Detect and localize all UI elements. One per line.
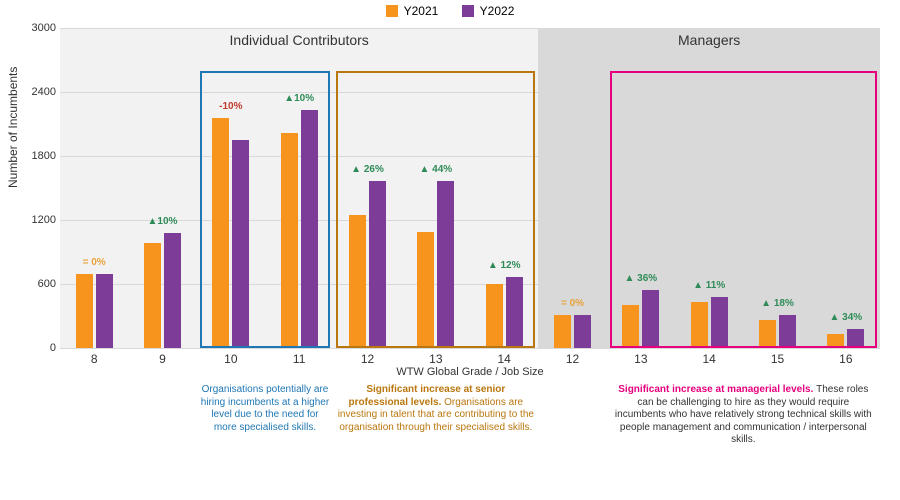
bar-y2022 [96, 274, 113, 348]
annotation-body: Organisations potentially are hiring inc… [201, 384, 329, 433]
bar-y2022 [574, 315, 591, 348]
category-group: 9▲10% [128, 28, 196, 348]
legend-swatch-y2021 [386, 5, 398, 17]
gridline [60, 348, 880, 349]
annotation-text: Significant increase at senior professio… [337, 384, 534, 434]
delta-label: = 0% [538, 298, 606, 309]
bar-y2021 [554, 315, 571, 348]
legend-swatch-y2022 [462, 5, 474, 17]
x-tick-label: 14 [470, 352, 538, 366]
delta-label: ▲10% [128, 216, 196, 227]
y-axis: 06001200180024003000 [0, 28, 60, 348]
legend-label-y2022: Y2022 [480, 4, 515, 18]
annotation-text: Organisations potentially are hiring inc… [201, 384, 330, 434]
x-tick-label: 16 [812, 352, 880, 366]
x-axis-title: WTW Global Grade / Job Size [60, 366, 880, 378]
category-group: 8= 0% [60, 28, 128, 348]
annotation-title: Significant increase at managerial level… [618, 384, 816, 395]
annotation-text: Significant increase at managerial level… [611, 384, 876, 447]
annotation-box [336, 71, 535, 348]
annotation-box [200, 71, 331, 348]
bar-y2022 [164, 233, 181, 348]
x-tick-label: 14 [675, 352, 743, 366]
y-tick-label: 1200 [32, 214, 56, 226]
legend-item-y2021: Y2021 [386, 4, 439, 18]
bar-y2021 [76, 274, 93, 348]
y-tick-label: 3000 [32, 22, 56, 34]
category-group: 12= 0% [538, 28, 606, 348]
legend-label-y2021: Y2021 [404, 4, 439, 18]
y-tick-label: 2400 [32, 86, 56, 98]
bar-y2021 [144, 243, 161, 348]
chart-container: Y2021 Y2022 Number of Incumbents 0600120… [0, 0, 900, 500]
x-tick-label: 12 [538, 352, 606, 366]
legend: Y2021 Y2022 [0, 4, 900, 20]
legend-item-y2022: Y2022 [462, 4, 515, 18]
x-tick-label: 8 [60, 352, 128, 366]
plot-area: Individual ContributorsManagers8= 0%9▲10… [60, 28, 880, 348]
y-tick-label: 600 [38, 278, 56, 290]
x-tick-label: 13 [607, 352, 675, 366]
x-tick-label: 15 [743, 352, 811, 366]
x-tick-label: 9 [128, 352, 196, 366]
delta-label: = 0% [60, 257, 128, 268]
annotation-box [610, 71, 877, 348]
x-tick-label: 10 [197, 352, 265, 366]
x-tick-label: 13 [402, 352, 470, 366]
y-tick-label: 0 [50, 342, 56, 354]
y-tick-label: 1800 [32, 150, 56, 162]
x-tick-label: 12 [333, 352, 401, 366]
x-tick-label: 11 [265, 352, 333, 366]
